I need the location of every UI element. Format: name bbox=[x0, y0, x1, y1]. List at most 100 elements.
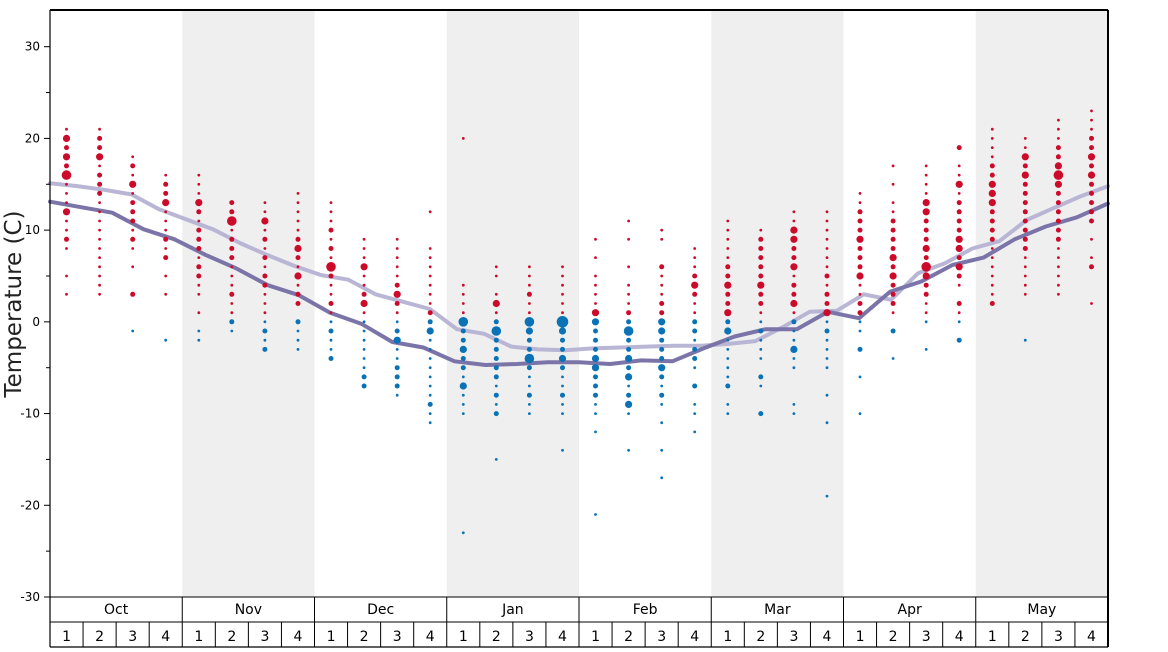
temp-point bbox=[525, 327, 534, 335]
temp-point bbox=[726, 228, 730, 232]
month-label-apr: Apr bbox=[898, 602, 922, 618]
temp-point bbox=[1055, 227, 1061, 233]
temp-point bbox=[1057, 256, 1060, 259]
temp-point bbox=[923, 291, 929, 297]
temp-point bbox=[825, 210, 829, 214]
temp-point bbox=[528, 274, 531, 278]
temp-point bbox=[164, 210, 168, 214]
temp-point bbox=[461, 283, 465, 287]
temp-point bbox=[857, 246, 863, 251]
temp-point bbox=[163, 181, 169, 187]
temp-point bbox=[594, 283, 597, 287]
temp-point bbox=[428, 265, 432, 269]
temp-point bbox=[790, 235, 798, 243]
temp-point bbox=[759, 228, 763, 232]
temp-point bbox=[891, 210, 895, 214]
temp-point bbox=[792, 329, 796, 333]
temp-point bbox=[131, 265, 135, 269]
temp-point bbox=[130, 209, 136, 215]
temp-point bbox=[990, 274, 994, 278]
temp-point bbox=[362, 357, 366, 360]
temp-point bbox=[428, 210, 432, 214]
temp-point bbox=[395, 348, 399, 351]
temp-point bbox=[1057, 137, 1060, 140]
temp-point bbox=[924, 311, 928, 315]
temp-point bbox=[65, 274, 68, 278]
temp-point bbox=[659, 264, 665, 270]
temp-point bbox=[990, 146, 994, 150]
y-tick-label: -30 bbox=[20, 590, 40, 604]
temp-point bbox=[990, 155, 994, 159]
temp-point bbox=[528, 311, 531, 315]
temp-point bbox=[329, 338, 333, 342]
temp-point bbox=[1057, 265, 1060, 269]
temperature-points-layer bbox=[61, 109, 1096, 535]
temp-point bbox=[1090, 302, 1093, 305]
week-label: 2 bbox=[624, 629, 633, 645]
temp-point bbox=[593, 392, 598, 398]
temp-point bbox=[825, 348, 829, 351]
temp-point bbox=[1090, 237, 1093, 241]
temp-point bbox=[230, 302, 234, 305]
temp-point bbox=[660, 384, 664, 388]
temp-point bbox=[428, 302, 432, 305]
temp-point bbox=[1021, 153, 1029, 161]
temp-point bbox=[758, 255, 764, 261]
temp-point bbox=[956, 227, 962, 233]
temp-point bbox=[263, 302, 267, 305]
temp-point bbox=[758, 273, 764, 279]
temp-point bbox=[956, 200, 962, 206]
temp-point bbox=[758, 291, 764, 297]
temp-point bbox=[1089, 135, 1094, 141]
temp-point bbox=[164, 219, 168, 223]
temp-point bbox=[131, 329, 135, 333]
temp-point bbox=[294, 272, 302, 280]
temp-point bbox=[924, 302, 928, 305]
temp-point bbox=[1023, 265, 1027, 269]
temp-point bbox=[857, 301, 863, 306]
temp-point bbox=[693, 403, 697, 406]
y-tick-label: -10 bbox=[20, 407, 40, 421]
temp-point bbox=[328, 328, 334, 334]
temp-point bbox=[924, 164, 928, 168]
temp-point bbox=[990, 127, 994, 131]
temp-point bbox=[296, 265, 300, 269]
temp-point bbox=[395, 393, 399, 397]
temp-point bbox=[1054, 180, 1062, 188]
temp-point bbox=[625, 354, 633, 363]
temp-point bbox=[65, 192, 68, 195]
temp-point bbox=[461, 292, 465, 296]
temp-point bbox=[825, 283, 829, 287]
temp-point bbox=[792, 338, 796, 342]
temp-point bbox=[627, 219, 630, 223]
temp-point bbox=[990, 265, 994, 269]
week-label: 3 bbox=[260, 629, 269, 645]
temp-point bbox=[1054, 162, 1062, 170]
temp-point bbox=[494, 403, 498, 406]
temp-point bbox=[1090, 109, 1093, 113]
temp-point bbox=[758, 301, 764, 306]
temp-point bbox=[791, 319, 797, 325]
week-label: 3 bbox=[657, 629, 666, 645]
week-label: 2 bbox=[1021, 629, 1030, 645]
temp-point bbox=[693, 265, 697, 269]
temp-point bbox=[329, 311, 333, 315]
temp-point bbox=[626, 346, 632, 352]
temp-point bbox=[594, 302, 597, 305]
temp-point bbox=[98, 292, 101, 296]
temp-point bbox=[65, 201, 68, 205]
temp-point bbox=[395, 320, 399, 324]
temp-point bbox=[329, 320, 333, 324]
temp-point bbox=[65, 219, 68, 223]
temp-point bbox=[1055, 145, 1061, 151]
temp-point bbox=[593, 328, 598, 334]
month-shade-may bbox=[975, 10, 1108, 597]
temp-point bbox=[955, 180, 963, 188]
temp-point bbox=[923, 282, 929, 288]
temp-point bbox=[329, 237, 333, 241]
temp-point bbox=[1022, 209, 1028, 215]
temp-point bbox=[693, 366, 697, 370]
temp-point bbox=[957, 173, 961, 177]
temp-point bbox=[98, 219, 101, 223]
temp-point bbox=[857, 264, 863, 270]
